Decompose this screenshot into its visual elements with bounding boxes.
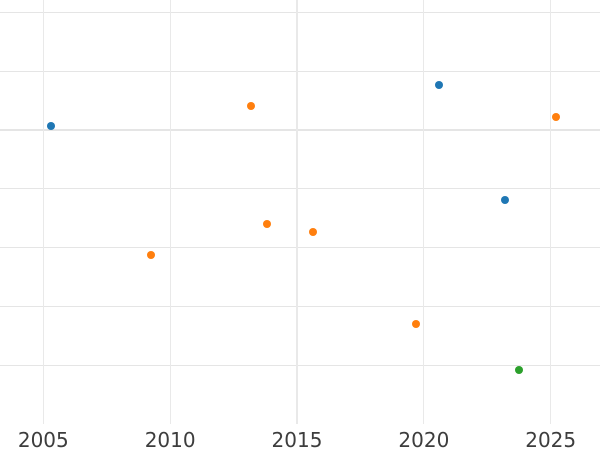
x-tick-label-2020: 2020 bbox=[398, 428, 450, 450]
x-tick-label-2010: 2010 bbox=[144, 428, 196, 450]
data-point-series-orange bbox=[247, 101, 256, 110]
horizontal-gridline bbox=[0, 246, 600, 249]
data-point-series-blue bbox=[46, 122, 55, 131]
horizontal-gridline bbox=[0, 70, 600, 72]
data-point-series-blue bbox=[501, 195, 510, 204]
data-point-series-orange bbox=[308, 227, 317, 236]
vertical-gridline-2010 bbox=[169, 0, 171, 424]
data-point-series-orange bbox=[411, 320, 420, 329]
data-point-series-orange bbox=[262, 220, 271, 229]
horizontal-gridline bbox=[0, 11, 600, 14]
data-point-series-green bbox=[515, 366, 524, 375]
horizontal-gridline bbox=[0, 188, 600, 190]
x-tick-label-2015: 2015 bbox=[271, 428, 323, 450]
vertical-gridline-2020 bbox=[423, 0, 425, 424]
horizontal-gridline bbox=[0, 305, 600, 308]
x-tick-label-2005: 2005 bbox=[17, 428, 69, 450]
vertical-gridline-2005 bbox=[42, 0, 44, 424]
data-point-series-blue bbox=[435, 81, 444, 90]
x-tick-label-2025: 2025 bbox=[525, 428, 577, 450]
data-point-series-orange bbox=[552, 113, 561, 122]
vertical-gridline-2025 bbox=[550, 0, 552, 424]
data-point-series-orange bbox=[147, 250, 156, 259]
vertical-gridline-2015 bbox=[296, 0, 298, 424]
horizontal-gridline bbox=[0, 364, 600, 366]
horizontal-gridline bbox=[0, 129, 600, 131]
